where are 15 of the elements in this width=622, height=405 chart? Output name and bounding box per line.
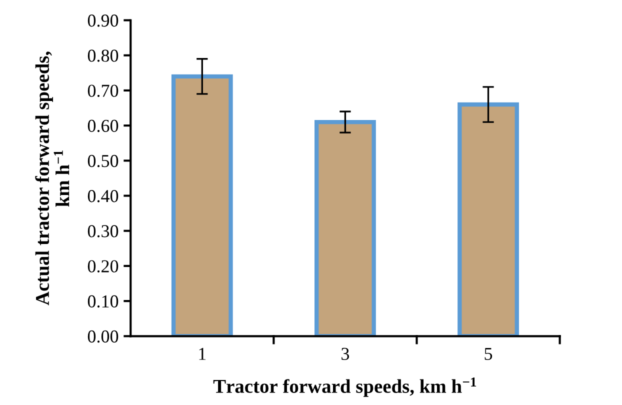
y-axis-title: Actual tractor forward speeds, km h$^{−1}$ [35,52,70,306]
x-tick-label: 1 [199,348,206,360]
y-tick-label: 0.50 [88,154,118,168]
y-tick-label: 0.00 [88,330,118,343]
x-tick-label: 5 [484,348,492,360]
x-axis-title: Tractor forward speeds, km h$^{−1}$ [213,378,476,397]
y-tick-label: 0.20 [88,260,118,272]
y-tick-label: 0.60 [88,120,118,132]
y-tick-label: 0.70 [88,84,118,97]
y-tick-label: 0.40 [88,190,118,202]
y-tick-label: 0.90 [88,14,118,27]
y-tick-label: 0.10 [88,295,118,308]
x-tick-label: 3 [342,348,350,360]
y-tick-label: 0.80 [88,50,118,62]
y-tick-label: 0.30 [88,225,118,238]
